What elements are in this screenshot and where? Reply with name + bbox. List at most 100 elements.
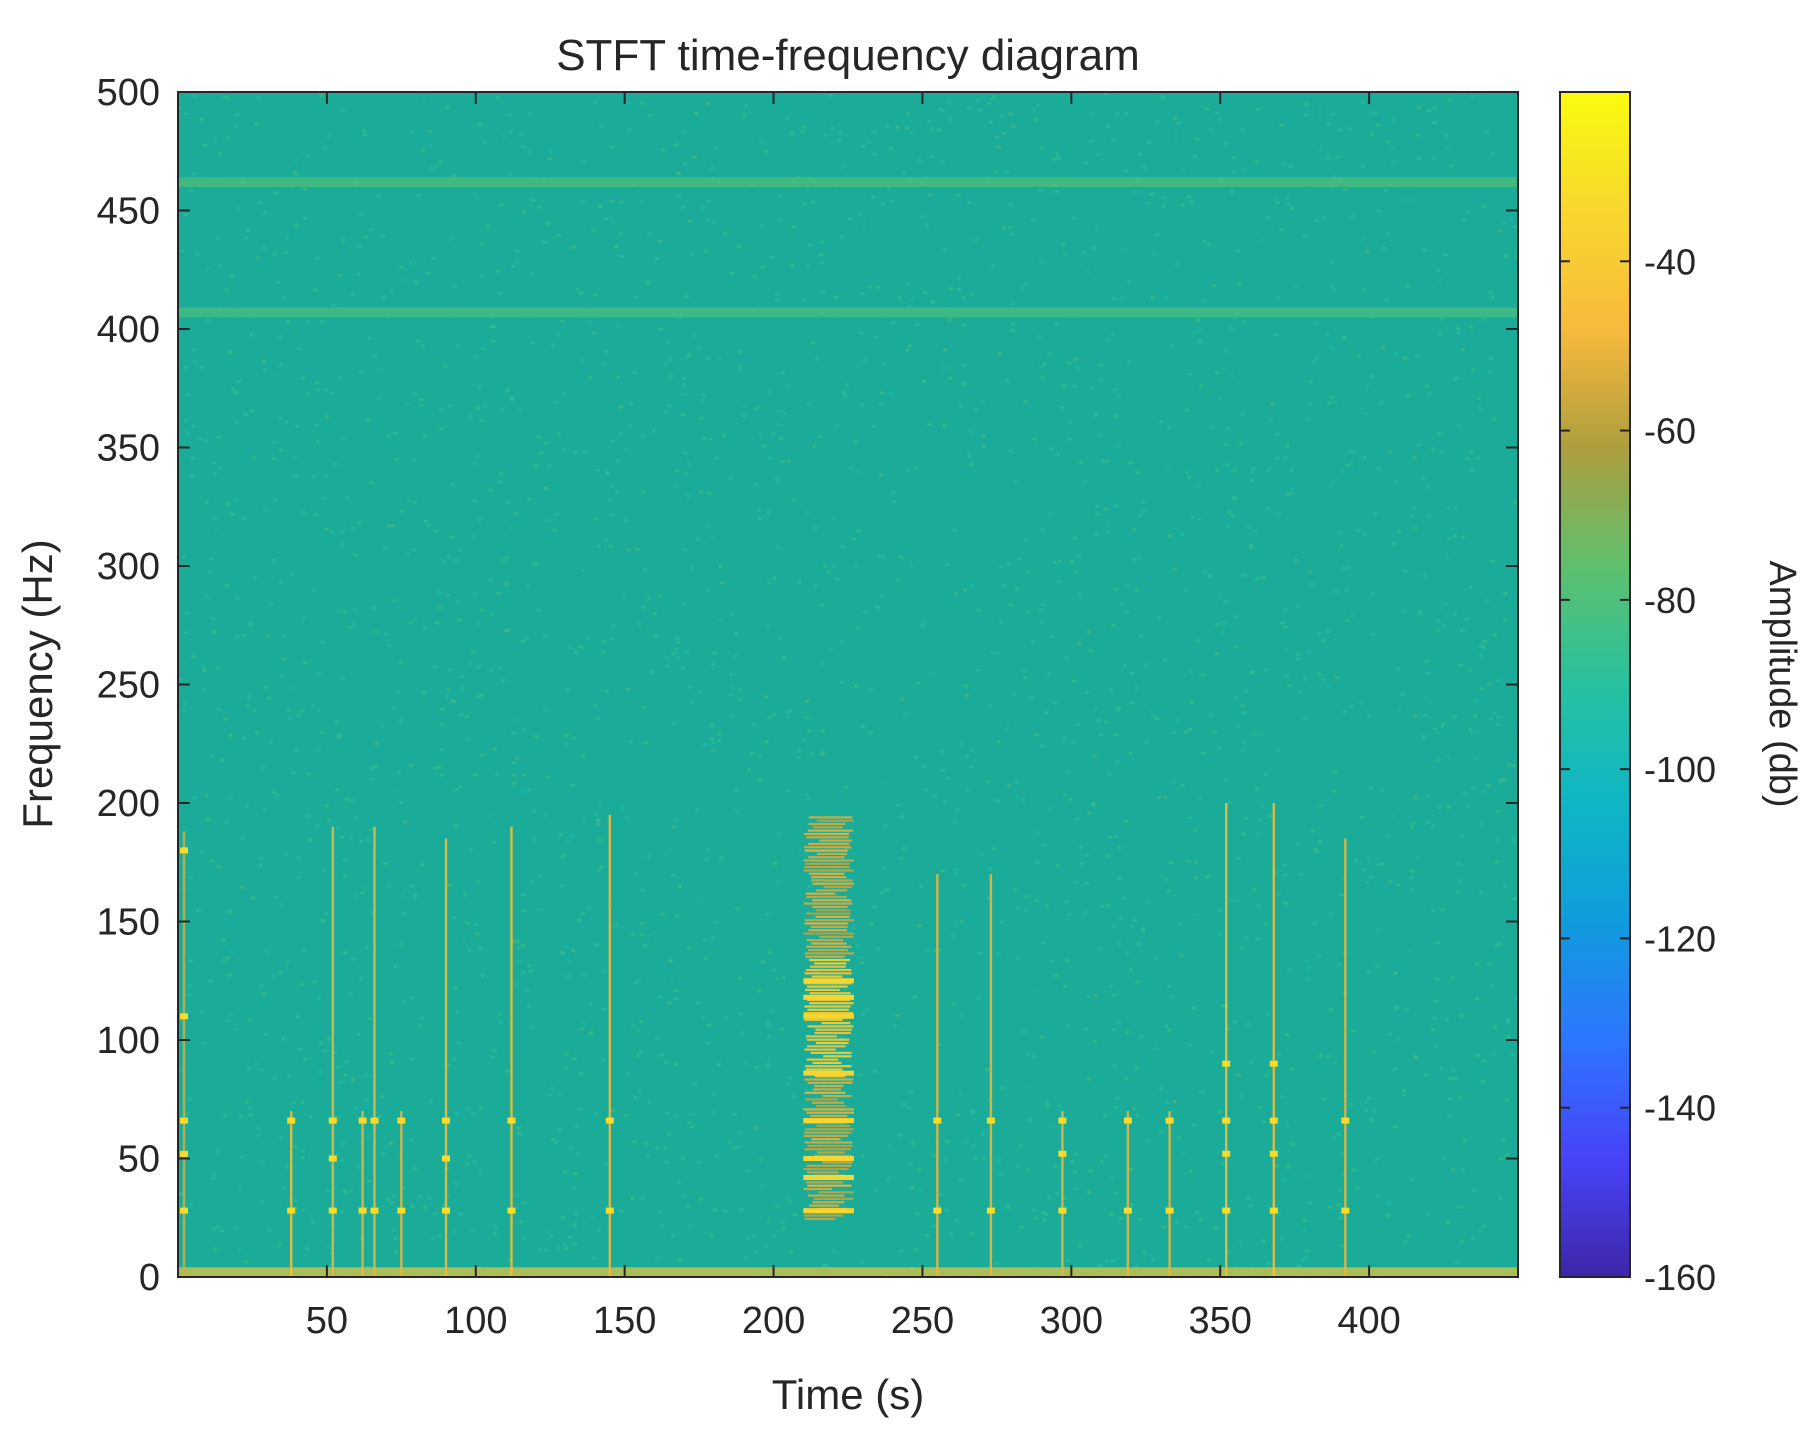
impulse-line [936,874,939,1277]
impulse-peak [370,1117,379,1124]
noise-texture [178,92,1518,1277]
y-tick-label: 50 [118,1139,160,1181]
impulse-event [328,826,337,1277]
colorbar-tick-label: -100 [1644,749,1716,790]
impulse-peak [442,1155,450,1162]
x-axis: 50 100 150 200 250 300 350 400 [306,92,1401,1342]
impulse-line [373,826,376,1277]
impulse-peak [180,1150,188,1157]
impulse-peak [1222,1207,1231,1214]
impulse-event [1058,1111,1067,1277]
impulse-line [1225,803,1228,1277]
horizontal-band [178,307,1518,318]
impulse-peak [358,1117,367,1124]
impulse-peak [1269,1207,1278,1214]
impulse-peak [1269,1060,1278,1067]
impulse-peak [1058,1207,1067,1214]
colorbar-tick-label: -120 [1644,918,1716,959]
chart-title: STFT time-frequency diagram [556,31,1140,80]
impulse-event [1269,803,1278,1277]
impulse-peak [1058,1150,1067,1157]
impulse-peak [180,1117,188,1124]
impulse-event [1165,1111,1174,1277]
impulse-line [400,1111,403,1277]
colorbar: -160 -140 -120 -100 -80 -60 -40 Amplitude (db) [1559,91,1803,1298]
impulse-peak [328,1155,337,1162]
y-tick-label: 0 [139,1257,160,1299]
impulse-peak [933,1117,942,1124]
impulse-peak [1222,1150,1231,1157]
y-tick-label: 150 [97,902,160,944]
y-tick-label: 500 [97,72,160,114]
colorbar-tick-label: -40 [1644,241,1696,282]
impulse-peak [1123,1117,1132,1124]
impulse-line [510,826,513,1277]
spectrogram-background [178,92,1518,1277]
impulse-peak [442,1117,450,1124]
impulse-peak [1341,1117,1350,1124]
impulse-peak [180,1207,188,1214]
x-tick-label: 200 [742,1300,805,1342]
x-tick-label: 100 [444,1300,507,1342]
y-axis: 0 50 100 150 200 250 300 350 400 450 500 [97,72,1518,1299]
burst-strong-line [803,1013,854,1019]
impulse-peak [1165,1117,1174,1124]
impulse-peak [180,847,188,854]
impulse-line [608,814,611,1277]
burst-strong-line [803,1174,854,1180]
colorbar-ticks: -160 -140 -120 -100 -80 -60 -40 [1560,241,1716,1298]
impulse-line [1126,1111,1130,1277]
impulse-peak [933,1207,942,1214]
x-tick-label: 350 [1189,1300,1252,1342]
impulse-peak [397,1117,406,1124]
y-tick-label: 200 [97,783,160,825]
impulse-line [1344,838,1347,1277]
x-tick-label: 400 [1337,1300,1400,1342]
impulse-event [986,874,995,1277]
y-tick-label: 450 [97,191,160,233]
y-tick-label: 300 [97,546,160,588]
impulse-event [442,838,450,1277]
impulse-peak [605,1117,614,1124]
burst-strong-line [803,978,854,984]
impulse-event [933,874,942,1277]
impulse-peak [1123,1207,1132,1214]
impulse-peak [328,1117,337,1124]
impulse-line [182,831,186,1277]
impulse-line [1272,803,1275,1277]
impulse-peak [1269,1117,1278,1124]
x-axis-label: Time (s) [772,1371,924,1418]
x-tick-label: 250 [891,1300,954,1342]
colorbar-tick-label: -80 [1644,580,1696,621]
impulse-peak [1058,1117,1067,1124]
burst-strong-line [803,1208,854,1214]
colorbar-label: Amplitude (db) [1761,560,1803,807]
impulse-event [287,1111,296,1277]
impulse-event [1123,1111,1132,1277]
broadband-burst [803,816,854,1220]
impulse-peak [1165,1207,1174,1214]
impulse-event [358,1111,367,1277]
colorbar-tick-label: -160 [1644,1257,1716,1298]
y-axis-label: Frequency (Hz) [14,539,61,828]
impulse-event [507,826,516,1277]
horizontal-band [178,177,1518,188]
impulse-peak [287,1117,296,1124]
impulse-event [397,1111,406,1277]
x-tick-label: 300 [1040,1300,1103,1342]
impulse-peak [507,1117,516,1124]
colorbar-tick-label: -140 [1644,1088,1716,1129]
y-tick-label: 100 [97,1020,160,1062]
impulse-peak [1341,1207,1350,1214]
impulse-peak [370,1207,379,1214]
impulse-line [989,874,993,1277]
burst-strong-line [803,994,854,1000]
y-tick-label: 400 [97,309,160,351]
impulse-peak [986,1117,995,1124]
impulse-peak [442,1207,450,1214]
impulse-line [361,1111,364,1277]
impulse-peak [358,1207,367,1214]
spectrogram-image [178,92,1518,1277]
impulse-event [180,831,188,1277]
